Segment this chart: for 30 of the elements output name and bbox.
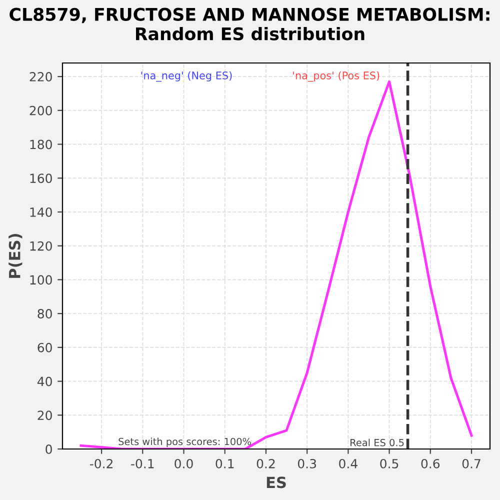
x-tick-label: 0.6 xyxy=(421,458,440,468)
y-tick-label: 200 xyxy=(30,106,52,116)
x-tick-label: 0.3 xyxy=(298,458,316,468)
x-tick-label: 0.4 xyxy=(339,458,358,468)
x-axis-title: ES xyxy=(266,476,286,488)
x-tick-label: 0.0 xyxy=(174,458,193,468)
x-tick-label: -0.2 xyxy=(90,458,112,468)
y-tick-label: 60 xyxy=(38,342,52,352)
y-tick-label: 40 xyxy=(37,376,52,386)
x-tick-label: 0.1 xyxy=(216,458,234,468)
y-tick-label: 140 xyxy=(30,207,52,217)
chart-title: CL8579, FRUCTOSE AND MANNOSE METABOLISM: Random ES distribution xyxy=(10,8,490,40)
y-tick-label: 80 xyxy=(38,309,52,318)
x-tick-label: 0.5 xyxy=(380,458,398,468)
y-tick-label: 100 xyxy=(30,275,52,285)
y-axis-title: P(ES) xyxy=(8,234,22,278)
ref-line-label: Real ES 0.5 xyxy=(350,438,404,446)
line-series xyxy=(80,80,473,449)
y-tick-label: 20 xyxy=(38,410,52,420)
x-tick-label: -0.1 xyxy=(131,458,154,468)
y-tick-label: 0 xyxy=(46,444,52,454)
annotation: Sets with pos scores: 100% xyxy=(118,438,251,448)
y-tick-label: 120 xyxy=(30,241,52,251)
y-tick-label: 160 xyxy=(30,174,52,184)
x-tick-label: 0.2 xyxy=(256,458,275,468)
x-tick-label: 0.7 xyxy=(462,458,480,468)
annotation: 'na_neg' (Neg ES) xyxy=(141,71,232,82)
y-tick-label: 180 xyxy=(30,140,52,150)
annotation: 'na_pos' (Pos ES) xyxy=(293,71,380,82)
y-tick-label: 220 xyxy=(30,72,52,82)
